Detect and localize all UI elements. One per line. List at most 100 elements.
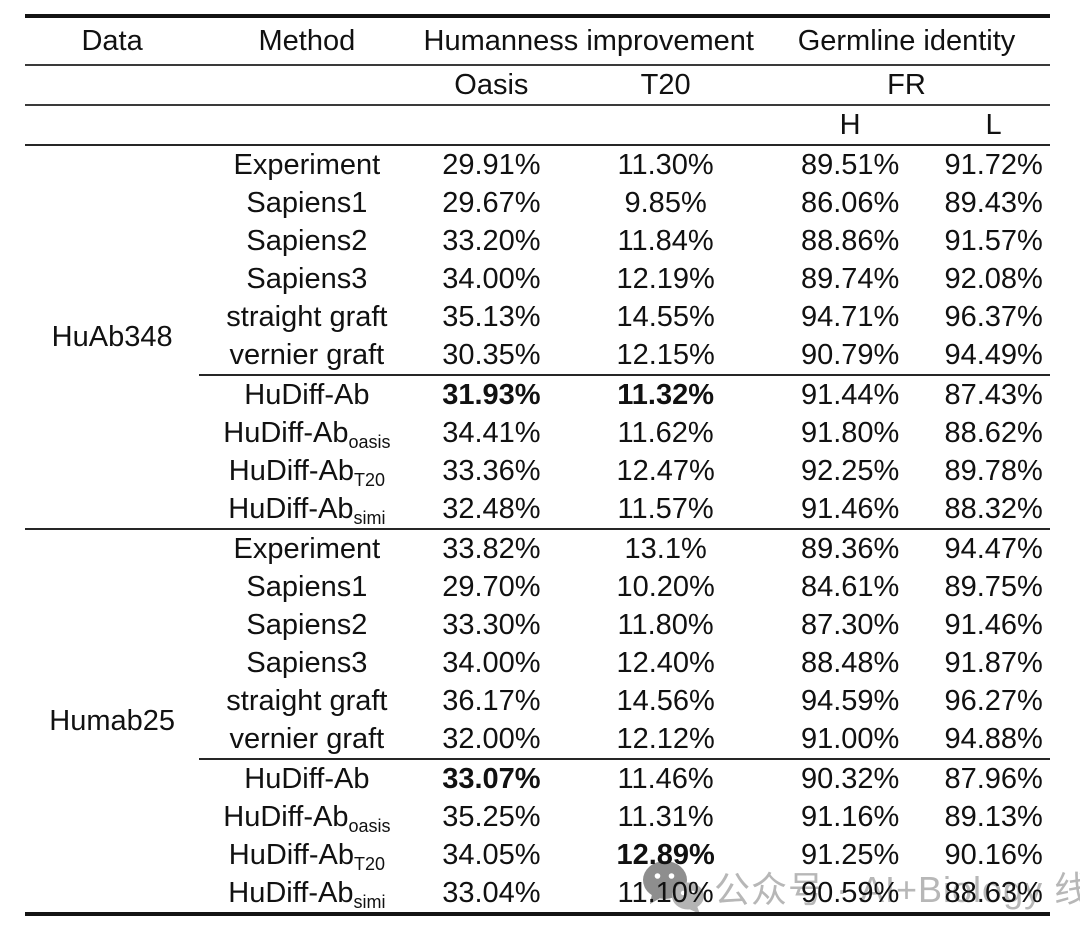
cell-t20: 12.12% <box>616 722 715 755</box>
cell-oasis: 33.36% <box>442 454 541 487</box>
cell-oasis: 34.05% <box>442 838 541 871</box>
cell-t20: 11.32% <box>568 374 763 414</box>
table-row: Sapiens2 33.20% 11.84% 88.86% 91.57% <box>25 222 1050 260</box>
header-data: Data <box>25 16 200 66</box>
cell-oasis: 29.70% <box>442 570 541 603</box>
table-row: straight graft 36.17% 14.56% 94.59% 96.27% <box>25 682 1050 720</box>
cell-oasis: 29.67% <box>442 186 541 219</box>
cell-l: 87.96% <box>937 758 1050 798</box>
header-germline-identity: Germline identity <box>763 16 1050 66</box>
header-spacer <box>25 105 763 146</box>
table-row: HuDiff-Absimi 32.48% 11.57% 91.46% 88.32% <box>25 490 1050 529</box>
method-subscript: oasis <box>348 431 391 452</box>
cell-l: 88.63% <box>944 876 1043 909</box>
cell-l: 91.57% <box>944 224 1043 257</box>
header-h-chain: H <box>763 105 938 146</box>
cell-method: HuDiff-Absimi <box>228 876 386 912</box>
cell-oasis: 35.25% <box>442 800 541 833</box>
cell-h: 90.32% <box>763 758 938 798</box>
table-row: vernier graft 30.35% 12.15% 90.79% 94.49% <box>25 336 1050 375</box>
table-row: Humab25 Experiment 33.82% 13.1% 89.36% 94.47% <box>25 528 1050 914</box>
cell-oasis: 34.00% <box>442 262 541 295</box>
cell-h: 91.25% <box>800 838 900 871</box>
cell-method: Sapiens1 <box>246 570 368 603</box>
header-row-groups: Data Method Humanness improvement Germli… <box>25 16 1050 66</box>
table-row: HuDiff-Aboasis 35.25% 11.31% 91.16% 89.13% <box>25 798 1050 836</box>
cell-t20: 11.80% <box>617 608 714 641</box>
cell-t20: 12.40% <box>616 646 715 679</box>
table-row: HuDiff-Ab 31.93% 11.32% 91.44% 87.43% <box>25 374 1050 414</box>
cell-h: 91.16% <box>800 800 900 833</box>
header-l-chain: L <box>937 105 1050 146</box>
wechat-icon <box>640 858 714 916</box>
cell-oasis: 35.13% <box>442 300 541 333</box>
cell-method: HuDiff-Absimi <box>228 492 386 528</box>
cell-l: 88.62% <box>944 416 1043 449</box>
cell-oasis: 34.00% <box>442 646 541 679</box>
header-row-metrics: Oasis T20 FR <box>25 65 1050 106</box>
header-method: Method <box>199 16 415 66</box>
dataset-label: Humab25 <box>25 528 200 914</box>
table-body: HuAb348 Experiment 29.91% 11.30% 89.51% 91.72… <box>25 145 1050 914</box>
table-row: straight graft 35.13% 14.55% 94.71% 96.37% <box>25 298 1050 336</box>
header-row-chains: H L <box>25 105 1050 146</box>
cell-h: 91.00% <box>800 722 900 755</box>
cell-h: 90.79% <box>800 338 900 371</box>
method-subscript: simi <box>353 891 386 912</box>
cell-t20: 12.15% <box>616 338 715 371</box>
header-t20: T20 <box>568 65 763 106</box>
cell-l: 91.72% <box>944 148 1043 181</box>
cell-h: 94.59% <box>800 684 900 717</box>
cell-oasis: 34.41% <box>442 416 541 449</box>
cell-oasis: 33.04% <box>442 876 541 909</box>
results-table: Data Method Humanness improvement Germli… <box>25 14 1050 916</box>
cell-oasis: 33.82% <box>414 528 569 568</box>
cell-h: 91.44% <box>763 374 938 414</box>
cell-method: Sapiens2 <box>246 224 368 257</box>
cell-method: Experiment <box>199 528 415 568</box>
cell-oasis: 30.35% <box>442 338 541 371</box>
cell-t20: 12.47% <box>616 454 715 487</box>
cell-method: HuDiff-Aboasis <box>223 800 391 836</box>
cell-h: 89.51% <box>800 148 900 181</box>
cell-oasis: 31.93% <box>414 374 569 414</box>
header-fr: FR <box>763 65 1050 106</box>
table-row: HuDiff-AbT20 33.36% 12.47% 92.25% 89.78% <box>25 452 1050 490</box>
cell-t20: 12.89% <box>616 838 715 871</box>
cell-method: straight graft <box>226 684 388 717</box>
cell-method: vernier graft <box>229 338 385 371</box>
cell-method: Sapiens3 <box>246 646 368 679</box>
cell-l: 94.88% <box>944 722 1043 755</box>
table-row: vernier graft 32.00% 12.12% 91.00% 94.88% <box>25 720 1050 759</box>
table-row: Sapiens3 34.00% 12.40% 88.48% 91.87% <box>25 644 1050 682</box>
cell-method: HuDiff-Ab <box>199 374 415 414</box>
cell-oasis: 33.20% <box>442 224 541 257</box>
cell-h: 88.48% <box>800 646 900 679</box>
table-row: Sapiens1 29.67% 9.85% 86.06% 89.43% <box>25 184 1050 222</box>
header-spacer <box>25 65 200 106</box>
cell-h: 88.86% <box>800 224 900 257</box>
cell-l: 89.75% <box>944 570 1043 603</box>
table-row: HuDiff-Absimi 33.04% 11.10% 90.59% 88.63% <box>25 874 1050 914</box>
cell-t20: 11.31% <box>617 800 714 833</box>
cell-h: 87.30% <box>800 608 900 641</box>
dataset-label: HuAb348 <box>51 320 173 353</box>
cell-l: 90.16% <box>944 838 1043 871</box>
header-humanness-improvement: Humanness improvement <box>414 16 763 66</box>
method-subscript: simi <box>353 507 386 528</box>
cell-h: 91.80% <box>800 416 900 449</box>
watermark-text: 公众号 · AI+Biology 线报 <box>714 869 1080 910</box>
cell-h: 89.36% <box>763 528 938 568</box>
cell-t20: 14.55% <box>616 300 715 333</box>
cell-l: 89.13% <box>944 800 1043 833</box>
method-subscript: T20 <box>353 469 385 490</box>
watermark: 公众号 · AI+Biology 线报 <box>640 858 1080 916</box>
cell-h: 89.74% <box>800 262 900 295</box>
cell-t20: 12.19% <box>616 262 715 295</box>
table-row: Sapiens2 33.30% 11.80% 87.30% 91.46% <box>25 606 1050 644</box>
table-row: HuDiff-Aboasis 34.41% 11.62% 91.80% 88.62% <box>25 414 1050 452</box>
table-row: Sapiens3 34.00% 12.19% 89.74% 92.08% <box>25 260 1050 298</box>
cell-method: Sapiens2 <box>246 608 368 641</box>
cell-t20: 11.30% <box>617 148 714 181</box>
cell-method: vernier graft <box>229 722 385 755</box>
